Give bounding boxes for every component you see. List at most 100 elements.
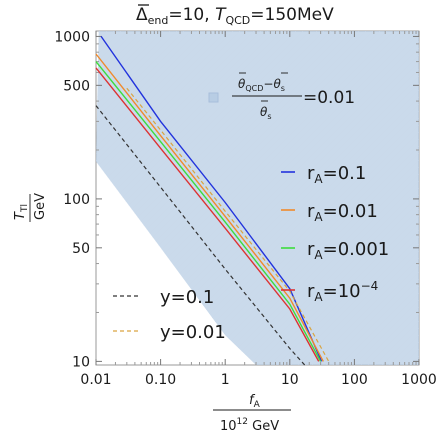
hatch-line	[96, 31, 346, 365]
x-label-num: f	[249, 393, 256, 408]
hatch-line	[96, 31, 297, 365]
hatch-line	[96, 31, 262, 365]
x-label-num-sub: A	[254, 400, 261, 410]
hatch-line	[220, 31, 419, 365]
hatch-line	[332, 31, 419, 365]
hatch-line	[96, 31, 227, 365]
series-line-0	[100, 35, 323, 362]
hatch-line	[431, 31, 436, 365]
hatch-line	[0, 31, 37, 365]
legend-dashed-label: y=0.01	[160, 322, 226, 343]
hatch-line	[262, 31, 419, 365]
x-tick-label: 0.01	[80, 372, 111, 388]
hatch-line	[96, 31, 206, 365]
x-tick-label: 1000	[401, 372, 436, 388]
hatch-line	[269, 31, 419, 365]
hatch-line	[96, 31, 332, 365]
title-delta: Δ	[136, 5, 148, 25]
region-den-sub: s	[267, 112, 271, 121]
x-tick-label: 100	[341, 372, 368, 388]
y-tick-label: 100	[63, 192, 90, 208]
hatch-line	[346, 31, 419, 365]
legend-label: rA=0.1	[307, 163, 366, 186]
hatch-line	[318, 31, 419, 365]
hatch-line	[150, 31, 419, 365]
hatch-line	[96, 31, 220, 365]
hatch-line	[96, 31, 304, 365]
hatch-line	[297, 31, 419, 365]
series-line-5	[126, 87, 330, 362]
legend-label: rA=0.001	[307, 239, 389, 262]
chart-title: Δend=10, TQCD=150MeV	[136, 4, 334, 27]
hatch-line	[283, 31, 419, 365]
x-axis-label: fA 1012 GeV	[213, 393, 291, 434]
excluded-region	[96, 31, 419, 365]
x-tick-label: 10	[281, 372, 299, 388]
legend-label: rA=10−4	[307, 279, 378, 304]
hatch-line	[0, 31, 30, 365]
hatch-line	[96, 31, 234, 365]
hatch-line	[325, 31, 419, 365]
hatch-line	[96, 31, 353, 365]
legend-solid: rA=0.1 rA=0.01 rA=0.001 rA=10−4	[281, 163, 389, 304]
hatch-line	[276, 31, 419, 365]
hatch-line	[311, 31, 419, 365]
x-label-den-unit: GeV	[248, 419, 279, 434]
hatch-line	[96, 31, 318, 365]
hatch-line	[96, 31, 185, 365]
series-layer	[95, 35, 330, 366]
y-tick-label: 1000	[54, 29, 90, 45]
series-line-1	[95, 53, 324, 362]
hatch-line	[248, 31, 419, 365]
hatch-line	[96, 31, 339, 365]
hatch-line	[213, 31, 419, 365]
hatch-line	[96, 31, 171, 365]
x-label-den: 10	[220, 419, 237, 434]
hatch-line	[96, 31, 157, 365]
legend-label: rA=0.01	[307, 201, 378, 224]
hatch-line	[424, 31, 436, 365]
svg-text:θs: θs	[260, 105, 272, 121]
hatch-line	[304, 31, 419, 365]
title-delta-val: =10,	[168, 5, 215, 25]
y-axis-label: TTl GeV	[13, 193, 48, 222]
region-num-a: θ	[238, 77, 246, 91]
x-label-den-sup: 12	[237, 417, 248, 427]
y-tick-label: 50	[72, 241, 90, 257]
x-tick-label: 1	[221, 372, 230, 388]
hatch-line	[96, 31, 108, 365]
hatch-line	[227, 31, 419, 365]
title-delta-sub: end	[148, 14, 169, 27]
hatch-line	[96, 31, 164, 365]
hatch-line	[164, 31, 419, 365]
y-label-num-sub: Tl	[20, 204, 30, 213]
region-legend: θQCD−θs θs =0.01	[208, 72, 355, 121]
y-axis-ticks: 10 50 100 500 1000	[54, 29, 419, 370]
hatch-line	[339, 31, 419, 365]
svg-text:Δend=10, TQCD=150MeV: Δend=10, TQCD=150MeV	[136, 5, 334, 27]
y-tick-label: 500	[63, 78, 90, 94]
title-t-val: =150MeV	[250, 5, 334, 25]
hatch-line	[96, 31, 360, 365]
hatch-line	[96, 31, 115, 365]
series-line-4	[95, 105, 306, 366]
region-legend-value: =0.01	[303, 88, 355, 108]
hatch-line	[96, 31, 311, 365]
hatch-line	[353, 31, 419, 365]
hatch-line	[96, 31, 248, 365]
hatch-line	[157, 31, 419, 365]
svg-text:1012 GeV: 1012 GeV	[220, 417, 279, 434]
svg-text:θQCD−θs: θQCD−θs	[238, 77, 285, 93]
hatch-line	[96, 31, 199, 365]
hatch-line	[185, 31, 419, 365]
region-num-mid: −	[263, 77, 273, 91]
x-axis-ticks: 0.01 0.10 1 10 100 1000	[80, 31, 436, 388]
legend-dashed: y=0.1 y=0.01	[113, 287, 226, 343]
title-t-sub: QCD	[225, 14, 250, 27]
title-t: T	[215, 5, 227, 25]
hatch-line	[96, 31, 213, 365]
region-legend-swatch	[208, 92, 219, 103]
y-label-den: GeV	[33, 193, 48, 220]
y-tick-label: 10	[72, 354, 90, 370]
